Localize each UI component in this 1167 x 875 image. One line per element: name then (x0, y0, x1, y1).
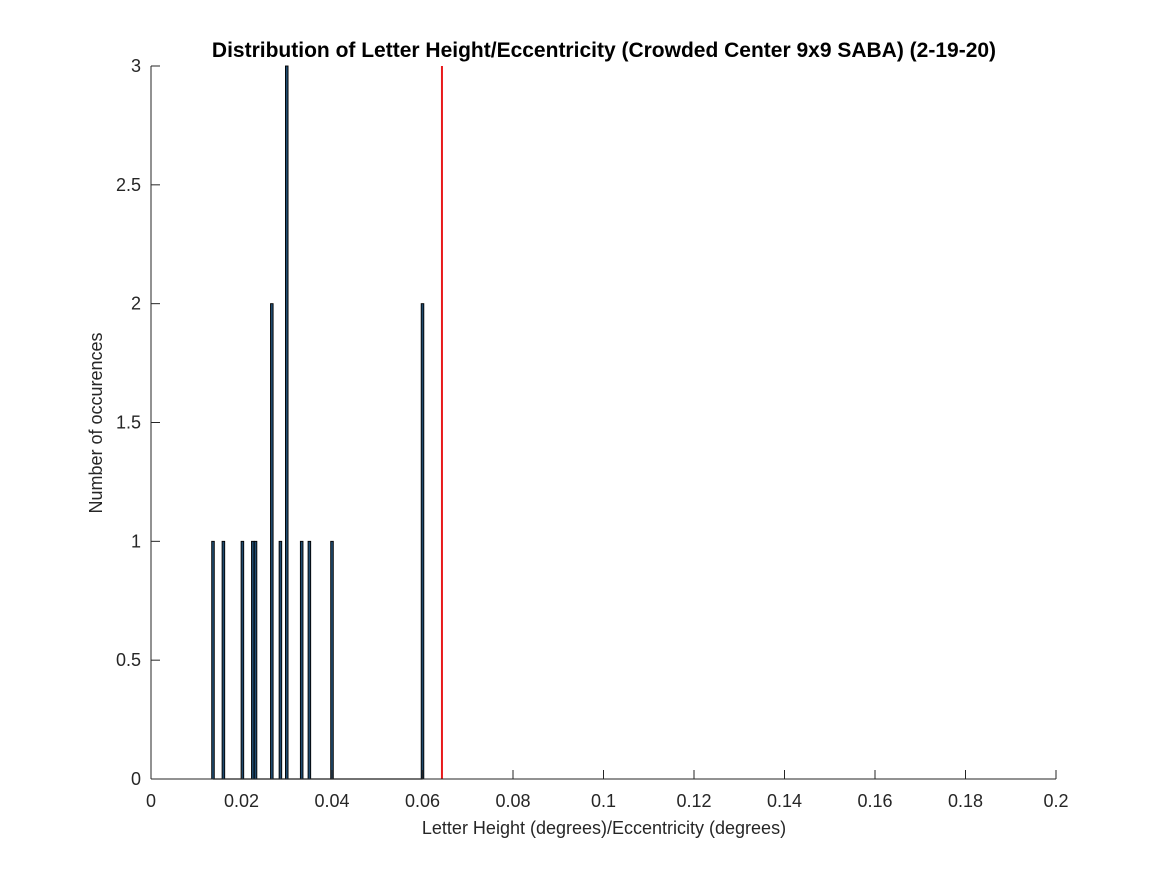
histogram-bar-11 (330, 540, 334, 780)
y-tick-label-2: 0.5 (116, 650, 141, 670)
histogram-bar-5 (253, 540, 258, 780)
x-tick-label-9: 0.16 (857, 791, 892, 811)
x-tick-label-1: 0 (146, 791, 156, 811)
x-tick-label-5: 0.08 (495, 791, 530, 811)
x-tick-label-4: 0.06 (405, 791, 440, 811)
histogram-bar-8 (285, 65, 289, 780)
x-tick-label-8: 0.14 (767, 791, 802, 811)
histogram-bar-10 (307, 540, 312, 780)
y-tick-label-1: 0 (131, 769, 141, 789)
histogram-bar-6 (270, 303, 274, 780)
chart-title: Distribution of Letter Height/Eccentrici… (212, 39, 996, 62)
x-tick-label-7: 0.12 (676, 791, 711, 811)
y-axis-label: Number of occurences (86, 332, 106, 513)
x-tick-label-10: 0.18 (948, 791, 983, 811)
x-tick-label-11: 0.2 (1043, 791, 1068, 811)
y-tick-label-4: 1.5 (116, 413, 141, 433)
histogram-bar-3 (240, 540, 245, 780)
histogram-bar-2 (221, 540, 226, 780)
histogram-bar-9 (299, 540, 304, 780)
x-tick-label-3: 0.04 (314, 791, 349, 811)
y-tick-label-3: 1 (131, 531, 141, 551)
y-tick-label-7: 3 (131, 56, 141, 76)
x-tick-label-2: 0.02 (224, 791, 259, 811)
histogram-bar-4 (251, 540, 255, 780)
y-tick-label-6: 2.5 (116, 175, 141, 195)
histogram-bar-12 (420, 303, 425, 780)
histogram-bar-1 (211, 540, 215, 780)
y-tick-label-5: 2 (131, 294, 141, 314)
x-tick-label-6: 0.1 (591, 791, 616, 811)
histogram-bar-7 (278, 540, 283, 780)
plot-area: 0 0.02 0.04 0.06 0.08 0.1 0.12 0.14 0.16 0.18 0.2 0… (116, 56, 1069, 811)
x-axis-label: Letter Height (degrees)/Eccentricity (de… (422, 818, 786, 838)
